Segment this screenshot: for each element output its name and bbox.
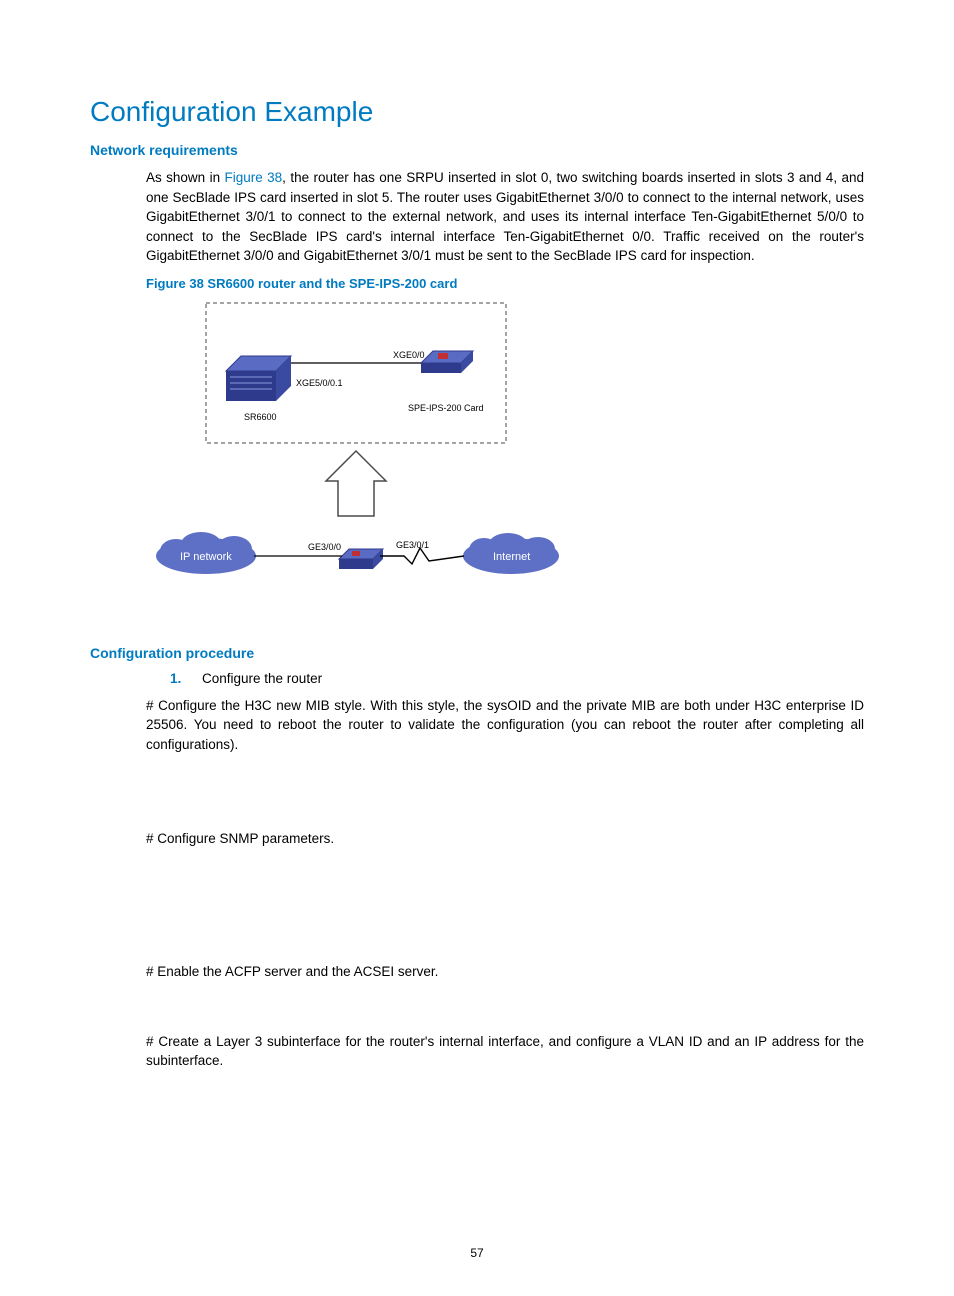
- netreq-pre: As shown in: [146, 170, 224, 185]
- spacer: [146, 858, 864, 922]
- ip-network-label: IP network: [180, 551, 232, 563]
- proc-p1: # Configure the H3C new MIB style. With …: [146, 696, 864, 755]
- page-title: Configuration Example: [90, 96, 864, 128]
- diagram-svg: SR6600 SPE-IPS-200 Card XGE0/0 XGE5/0/0.…: [146, 301, 586, 621]
- heading-config-procedure: Configuration procedure: [90, 645, 864, 661]
- proc-p4: # Create a Layer 3 subinterface for the …: [146, 1032, 864, 1071]
- xge5001-label: XGE5/0/0.1: [296, 378, 343, 388]
- page-number: 57: [0, 1246, 954, 1260]
- heading-network-requirements: Network requirements: [90, 142, 864, 158]
- internet-label: Internet: [493, 551, 530, 563]
- spe-card-icon: [421, 351, 473, 373]
- spacer: [146, 765, 864, 829]
- xge00-label: XGE0/0: [393, 350, 425, 360]
- proc-p3: # Enable the ACFP server and the ACSEI s…: [146, 962, 864, 982]
- proc-p2: # Configure SNMP parameters.: [146, 829, 864, 849]
- ge301-link: [380, 548, 464, 564]
- figure-38: SR6600 SPE-IPS-200 Card XGE0/0 XGE5/0/0.…: [146, 301, 864, 621]
- spacer: [146, 992, 864, 1032]
- step-1: 1. Configure the router: [146, 671, 864, 686]
- sr6600-device-icon: [226, 356, 291, 401]
- step-1-text: Configure the router: [202, 671, 322, 686]
- spacer: [146, 922, 864, 962]
- config-procedure-body: 1. Configure the router # Configure the …: [90, 671, 864, 1071]
- step-1-number: 1.: [170, 671, 184, 686]
- switch-device-icon: [339, 549, 383, 569]
- ge300-label: GE3/0/0: [308, 542, 341, 552]
- spe-card-label: SPE-IPS-200 Card: [408, 403, 484, 413]
- sr6600-label: SR6600: [244, 412, 277, 422]
- figure-caption: Figure 38 SR6600 router and the SPE-IPS-…: [146, 276, 864, 291]
- up-arrow-icon: [326, 451, 386, 516]
- network-requirements-body: As shown in Figure 38, the router has on…: [90, 168, 864, 621]
- ge301-label: GE3/0/1: [396, 540, 429, 550]
- page: Configuration Example Network requiremen…: [0, 0, 954, 1296]
- netreq-paragraph: As shown in Figure 38, the router has on…: [146, 168, 864, 266]
- figure-ref-link[interactable]: Figure 38: [224, 170, 282, 185]
